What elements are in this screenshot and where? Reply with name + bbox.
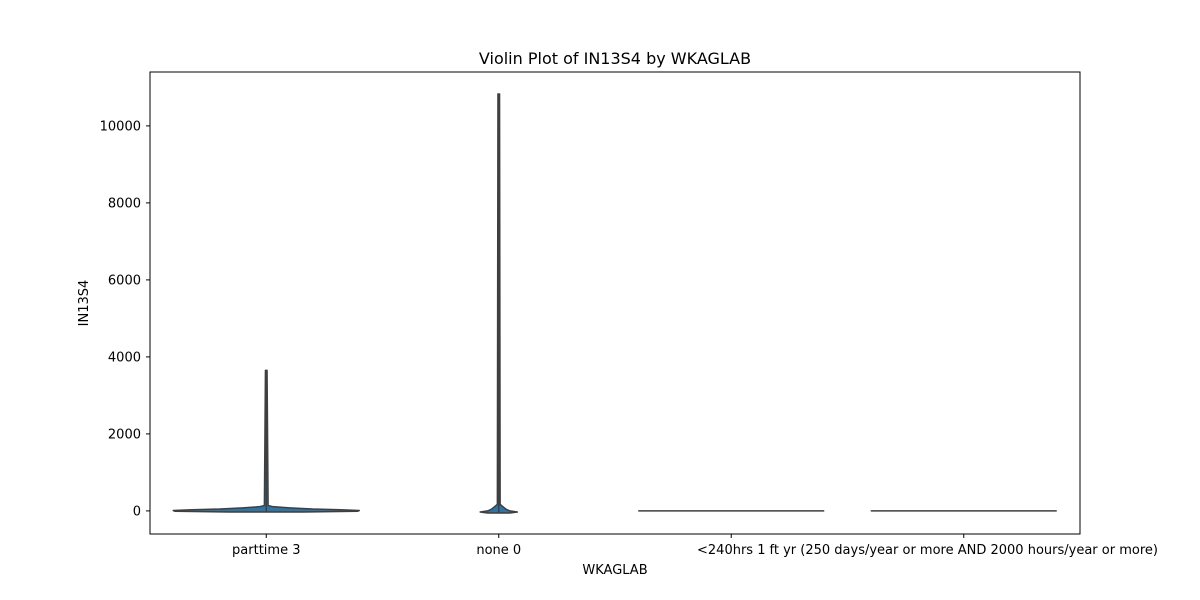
x-tick-label: <240hrs 1: [697, 543, 765, 558]
x-tick-label: ft yr (250 days/year or more AND 2000 ho…: [770, 543, 1158, 558]
y-tick-label: 4000: [108, 350, 141, 365]
y-tick-label: 8000: [108, 196, 141, 211]
y-tick-label: 10000: [100, 119, 141, 134]
x-tick-label: parttime 3: [232, 543, 300, 558]
x-axis-label: WKAGLAB: [582, 563, 647, 578]
y-tick-label: 0: [133, 504, 141, 519]
y-axis: 0 2000 4000 6000 8000 10000: [100, 119, 150, 519]
violin: [479, 93, 519, 514]
y-tick-label: 6000: [108, 273, 141, 288]
chart-title: Violin Plot of IN13S4 by WKAGLAB: [479, 49, 751, 68]
y-tick-label: 2000: [108, 427, 141, 442]
violin: [172, 369, 360, 513]
x-axis: parttime 3 none 0 <240hrs 1 ft yr (250 days…: [232, 534, 1158, 558]
x-tick-label: none 0: [476, 543, 521, 558]
plot-frame: [149, 71, 1081, 535]
y-axis-label: IN13S4: [77, 280, 92, 327]
plot-area: [172, 93, 1057, 514]
